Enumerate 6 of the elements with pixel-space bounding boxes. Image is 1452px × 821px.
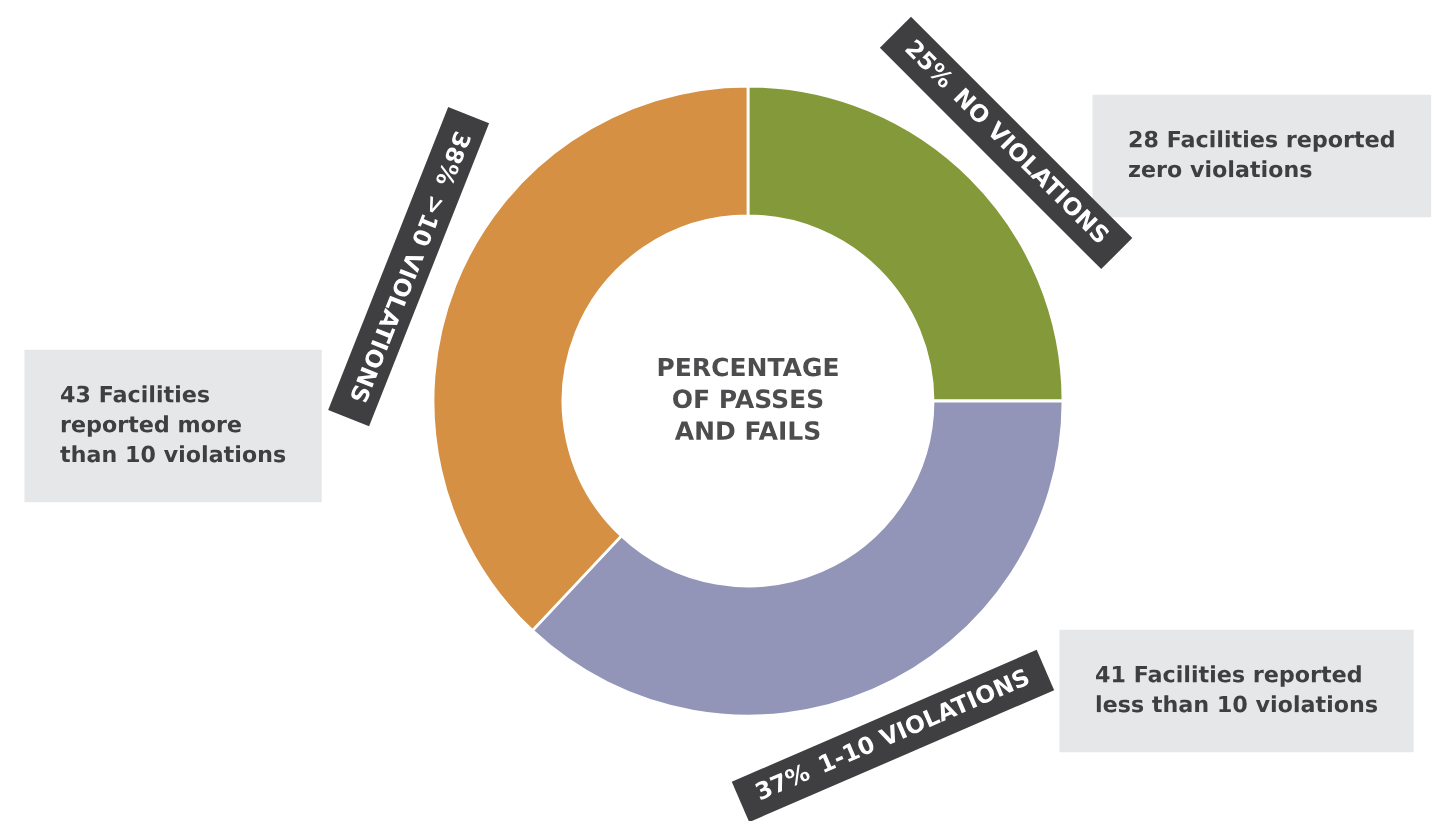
- data-label: 38%: [435, 130, 472, 188]
- text: 43 Facilities reported more than 10 violations: [60, 385, 286, 463]
- data-label: 37%: [754, 762, 811, 801]
- text: 28 Facilities reported zero violations: [1129, 130, 1394, 178]
- text: PERCENTAGE OF PASSES AND FAILS: [658, 357, 838, 441]
- text: 41 Facilities reported less than 10 violations: [1096, 665, 1378, 713]
